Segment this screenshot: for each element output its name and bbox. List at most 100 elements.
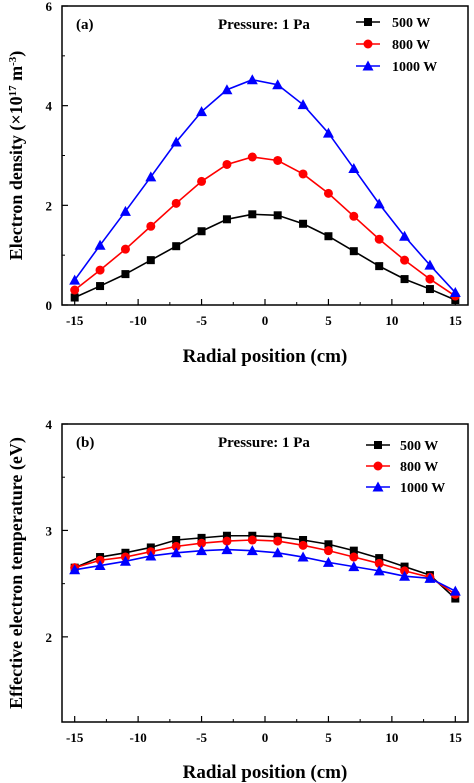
- a-data-point: [197, 176, 207, 186]
- a-data-point: [322, 127, 334, 138]
- b-data-point: [170, 547, 182, 558]
- a-data-point: [273, 155, 283, 165]
- b-x-tick-label: 10: [385, 730, 398, 745]
- b-annotation: Pressure: 1 Pa: [218, 435, 310, 451]
- b-data-point: [273, 536, 283, 546]
- a-data-point: [172, 242, 181, 251]
- a-data-point: [273, 211, 282, 220]
- a-data-point: [424, 259, 436, 270]
- a-data-point: [222, 159, 232, 169]
- a-data-point: [298, 169, 308, 179]
- b-data-point: [349, 546, 358, 555]
- a-data-point: [94, 239, 106, 250]
- a-x-axis-label: Radial position (cm): [183, 346, 348, 367]
- b-data-point: [145, 550, 157, 561]
- a-data-point: [375, 262, 384, 271]
- a-data-point: [121, 270, 130, 279]
- a-data-point: [324, 232, 333, 241]
- b-x-tick-label: -15: [66, 730, 84, 745]
- b-data-point: [171, 541, 181, 551]
- a-data-point: [96, 282, 105, 291]
- a-data-point: [373, 198, 385, 209]
- a-data-point: [299, 219, 308, 228]
- a-legend-marker: [363, 39, 373, 49]
- b-series-line-0: [74, 534, 456, 600]
- b-data-point: [222, 536, 232, 546]
- b-data-point: [247, 535, 257, 545]
- b-y-tick-label: 3: [46, 523, 53, 538]
- b-data-point: [322, 556, 334, 567]
- b-legend-label: 800 W: [400, 460, 438, 475]
- b-data-point: [272, 547, 284, 558]
- a-data-point: [272, 79, 284, 90]
- a-x-tick-label: -5: [196, 313, 207, 328]
- a-x-tick-label: 10: [385, 313, 398, 328]
- a-data-point: [323, 188, 333, 198]
- b-data-point: [298, 540, 308, 550]
- b-data-point: [323, 546, 333, 556]
- a-data-point: [247, 152, 257, 162]
- a-legend-label: 500 W: [392, 16, 430, 31]
- a-y-axis-label: Electron density (×1017 m-3): [6, 51, 27, 261]
- a-legend-label: 800 W: [392, 38, 430, 53]
- b-x-tick-label: -10: [129, 730, 146, 745]
- b-data-point: [348, 561, 360, 572]
- b-data-point: [197, 533, 206, 542]
- a-x-tick-label: 0: [262, 313, 269, 328]
- a-data-point: [400, 275, 409, 284]
- b-data-point: [373, 565, 385, 576]
- a-y-tick-label: 2: [46, 198, 53, 213]
- b-legend-label: 1000 W: [400, 481, 445, 496]
- a-data-point: [221, 84, 233, 95]
- b-legend-marker: [372, 481, 384, 492]
- b-data-point: [222, 531, 231, 540]
- a-panel-label: (a): [76, 17, 94, 33]
- b-data-point: [196, 545, 208, 556]
- a-data-point: [348, 162, 360, 173]
- panel-a-chart: -15 -10 -5 0 5 10 15 0 2 4 6 (a) Pressure: 1 Pa 500 W…: [6, 0, 469, 367]
- b-data-point: [374, 558, 384, 568]
- a-data-point: [222, 215, 231, 224]
- a-x-tick-label: -10: [129, 313, 146, 328]
- b-x-tick-label: 0: [262, 730, 269, 745]
- b-y-axis-label: Effective electron temperature (eV): [6, 437, 27, 709]
- b-x-tick-label: -5: [196, 730, 207, 745]
- a-data-point: [248, 210, 257, 219]
- b-data-point: [375, 554, 384, 563]
- b-data-point: [69, 564, 81, 575]
- a-series-line-1: [74, 156, 456, 297]
- a-data-point: [349, 247, 358, 256]
- b-panel-label: (b): [76, 435, 94, 451]
- a-data-point: [95, 265, 105, 275]
- a-data-point: [145, 171, 157, 182]
- b-data-point: [349, 552, 359, 562]
- b-data-point: [172, 536, 181, 545]
- b-data-point: [119, 555, 131, 566]
- a-series-line-0: [74, 213, 456, 301]
- a-y-tick-label: 0: [46, 298, 53, 313]
- a-data-point: [400, 255, 410, 265]
- panel-b-chart: -15 -10 -5 0 5 10 15 2 3 4 (b) Pressure: 1 Pa 500 W 8…: [6, 417, 469, 783]
- a-data-point: [246, 74, 258, 85]
- b-data-point: [324, 540, 333, 549]
- a-data-point: [374, 234, 384, 244]
- b-data-point: [449, 585, 461, 596]
- b-legend-marker: [373, 461, 383, 471]
- a-data-point: [449, 287, 461, 298]
- a-data-point: [70, 285, 80, 295]
- b-data-point: [299, 536, 308, 545]
- b-data-point: [424, 572, 436, 583]
- a-x-tick-label: 15: [449, 313, 463, 328]
- a-y-tick-label: 4: [46, 99, 53, 114]
- a-data-point: [69, 274, 81, 285]
- b-data-point: [297, 551, 309, 562]
- a-data-point: [70, 293, 79, 302]
- a-data-point: [171, 198, 181, 208]
- a-y-tick-label: 6: [46, 0, 53, 14]
- a-data-point: [170, 136, 182, 147]
- a-data-point: [425, 285, 434, 294]
- a-data-point: [120, 244, 130, 254]
- b-data-point: [94, 560, 106, 571]
- a-annotation: Pressure: 1 Pa: [218, 17, 310, 33]
